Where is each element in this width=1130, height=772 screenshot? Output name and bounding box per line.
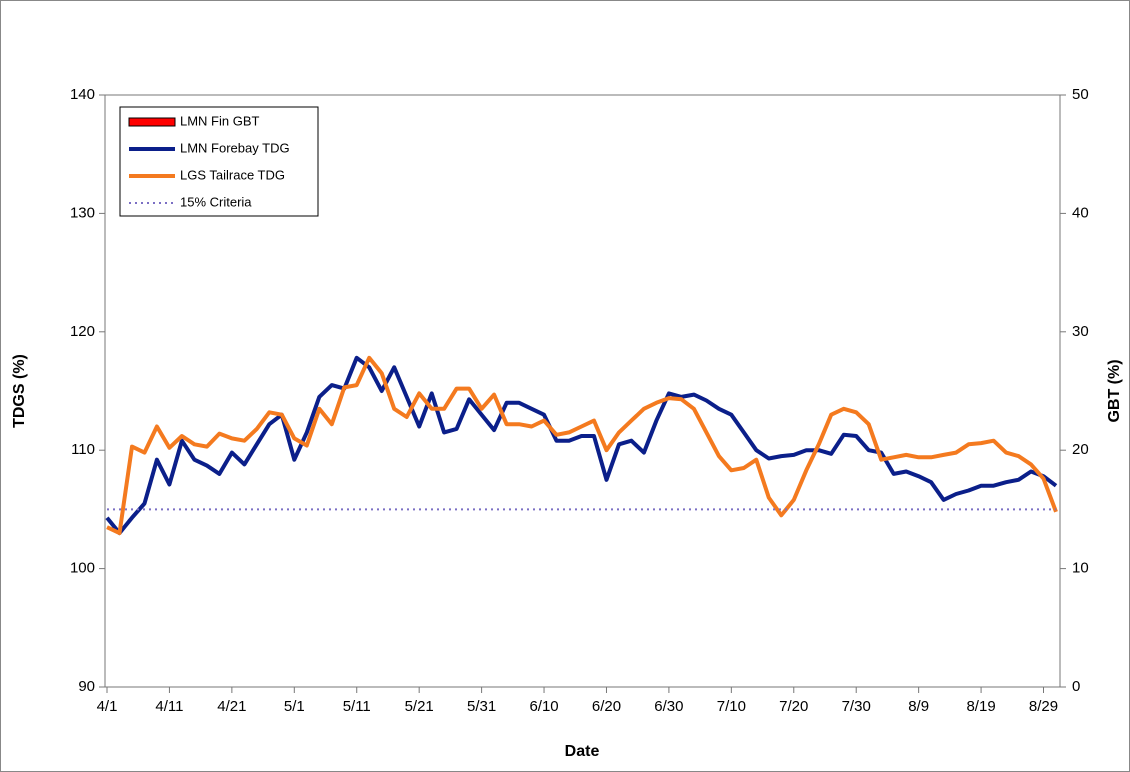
series-line <box>105 355 1058 536</box>
y2-tick-label: 50 <box>1072 86 1089 103</box>
y-tick-label: 140 <box>70 86 95 103</box>
legend-label: LGS Tailrace TDG <box>180 167 285 182</box>
y2-tick-label: 0 <box>1072 678 1080 695</box>
legend-label: LMN Forebay TDG <box>180 140 290 155</box>
x-tick-label: 8/19 <box>966 698 995 715</box>
y-tick-label: 100 <box>70 560 95 577</box>
legend-label: LMN Fin GBT <box>180 113 260 128</box>
legend-label: 15% Criteria <box>180 194 252 209</box>
y-tick-label: 130 <box>70 204 95 221</box>
x-tick-label: 5/1 <box>284 698 305 715</box>
y-tick-label: 120 <box>70 323 95 340</box>
x-tick-label: 6/30 <box>654 698 683 715</box>
x-tick-label: 5/31 <box>467 698 496 715</box>
x-tick-label: 6/10 <box>529 698 558 715</box>
x-tick-label: 4/1 <box>97 698 118 715</box>
y2-tick-label: 20 <box>1072 441 1089 458</box>
x-tick-label: 7/30 <box>842 698 871 715</box>
x-tick-label: 8/9 <box>908 698 929 715</box>
series-line <box>106 355 1058 536</box>
y2-tick-label: 40 <box>1072 204 1089 221</box>
y-axis-title: TDGS (%) <box>11 354 28 428</box>
x-tick-label: 4/11 <box>155 698 183 715</box>
x-axis-title: Date <box>565 743 600 760</box>
x-tick-label: 7/10 <box>717 698 746 715</box>
x-tick-label: 5/21 <box>405 698 434 715</box>
plot-frame <box>104 94 1061 688</box>
x-tick-label: 6/20 <box>592 698 621 715</box>
x-tick-label: 5/11 <box>343 698 371 715</box>
y2-tick-label: 10 <box>1072 560 1089 577</box>
x-tick-label: 7/20 <box>779 698 808 715</box>
y2-tick-label: 30 <box>1072 323 1089 340</box>
y-tick-label: 90 <box>78 678 95 695</box>
y-tick-label: 110 <box>71 441 95 458</box>
x-tick-label: 8/29 <box>1029 698 1058 715</box>
legend-swatch <box>128 117 176 127</box>
x-tick-label: 4/21 <box>217 698 246 715</box>
y2-axis-title: GBT (%) <box>1106 359 1123 422</box>
